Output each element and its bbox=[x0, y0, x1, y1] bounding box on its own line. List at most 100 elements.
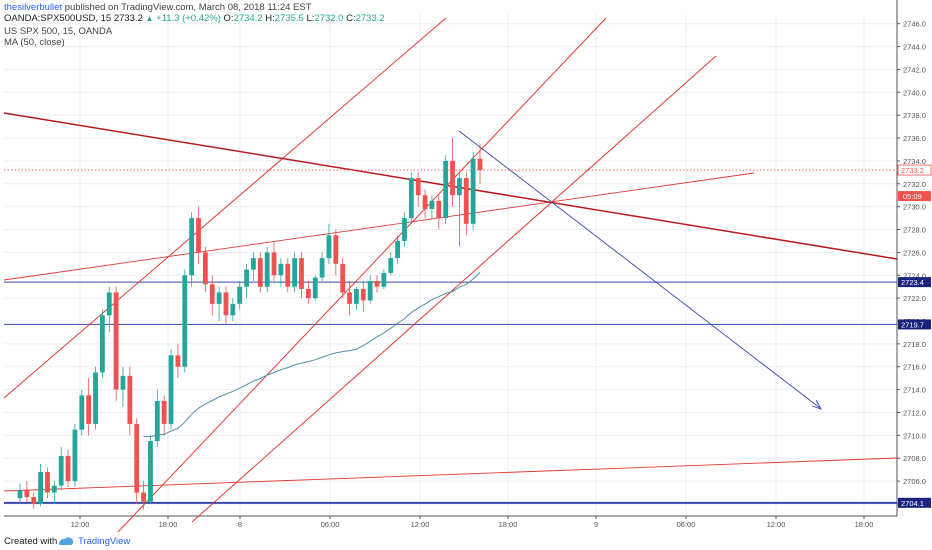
candle-up bbox=[154, 401, 160, 442]
candle-up bbox=[17, 490, 23, 499]
candle-up bbox=[251, 258, 256, 270]
candle-down bbox=[175, 355, 181, 367]
candle-up bbox=[354, 288, 359, 304]
candle-down bbox=[257, 258, 263, 287]
x-tick-label: 06:00 bbox=[677, 520, 696, 529]
candle-down bbox=[422, 195, 428, 209]
y-tick-label: 2738.0 bbox=[903, 111, 926, 120]
publish-line: thesilverbullet published on TradingView… bbox=[4, 2, 312, 14]
candle-up bbox=[244, 269, 249, 287]
level-price-tag bbox=[898, 319, 931, 330]
price-chart[interactable]: 2704.02706.02708.02710.02712.02714.02716… bbox=[0, 0, 932, 533]
y-tick-label: 2716.0 bbox=[903, 363, 926, 372]
up-arrow-icon: ▲ bbox=[145, 14, 154, 23]
y-tick-label: 2740.0 bbox=[903, 88, 926, 97]
projection-arrow bbox=[458, 130, 821, 409]
ma-legend[interactable]: MA (50, close) bbox=[4, 37, 65, 48]
candle-down bbox=[31, 497, 37, 504]
candle-down bbox=[415, 178, 421, 196]
arrow-head-icon bbox=[811, 399, 822, 410]
candle-up bbox=[99, 315, 105, 373]
candle-down bbox=[161, 401, 167, 424]
candle-down bbox=[65, 455, 71, 482]
last-price-tag bbox=[897, 164, 932, 176]
y-tick-label: 2708.0 bbox=[903, 454, 926, 463]
candle-up bbox=[230, 303, 236, 316]
last-price-text: 2733.2 bbox=[901, 166, 924, 175]
close-label: C: bbox=[346, 13, 356, 24]
channel-line bbox=[3, 17, 447, 399]
fan-line-upper bbox=[3, 172, 755, 281]
candle-down bbox=[196, 218, 201, 253]
y-tick-label: 2722.0 bbox=[903, 294, 926, 303]
y-tick-label: 2730.0 bbox=[903, 203, 926, 212]
candle-down bbox=[477, 158, 483, 171]
symbol: OANDA:SPX500USD, 15 bbox=[4, 13, 112, 24]
x-tick-label: 06:00 bbox=[321, 520, 340, 529]
x-tick-label: 18:00 bbox=[855, 520, 874, 529]
candle-up bbox=[58, 455, 64, 486]
y-tick-label: 2742.0 bbox=[903, 65, 926, 74]
close-value: 2733.2 bbox=[355, 13, 385, 24]
candle-up bbox=[388, 258, 394, 273]
y-tick-label: 2724.0 bbox=[903, 271, 926, 280]
candle-down bbox=[340, 263, 346, 293]
candle-down bbox=[374, 280, 380, 287]
instrument-legend[interactable]: US SPX 500, 15, OANDA bbox=[4, 26, 113, 37]
candle-down bbox=[333, 235, 339, 264]
x-tick-label: 12:00 bbox=[767, 520, 786, 529]
moving-average-line bbox=[143, 272, 481, 438]
low-value: 2732.0 bbox=[314, 13, 344, 24]
candle-up bbox=[381, 272, 387, 287]
candle-down bbox=[86, 395, 92, 424]
candle-down bbox=[127, 375, 133, 424]
candle-up bbox=[216, 292, 222, 304]
last-price: 2733.2 bbox=[113, 13, 143, 24]
candle-up bbox=[408, 178, 414, 219]
candle-down bbox=[360, 288, 366, 301]
y-tick-label: 2710.0 bbox=[903, 431, 926, 440]
countdown-tag bbox=[898, 191, 931, 202]
candle-down bbox=[347, 292, 352, 304]
candle-up bbox=[120, 375, 126, 390]
candle-down bbox=[436, 200, 442, 219]
candle-up bbox=[429, 200, 435, 209]
price-change: +11.3 (+0.42%) bbox=[156, 13, 221, 24]
y-tick-label: 2714.0 bbox=[903, 386, 926, 395]
tradingview-logo-icon bbox=[58, 535, 74, 549]
y-tick-label: 2746.0 bbox=[903, 20, 926, 29]
candle-up bbox=[470, 158, 476, 224]
y-tick-label: 2712.0 bbox=[903, 408, 926, 417]
candle-up bbox=[189, 218, 195, 276]
candle-up bbox=[443, 160, 449, 219]
channel-line bbox=[117, 17, 607, 533]
y-tick-label: 2744.0 bbox=[903, 43, 926, 52]
x-tick-label: 12:00 bbox=[71, 520, 90, 529]
candle-up bbox=[182, 275, 188, 367]
candle-up bbox=[72, 429, 78, 482]
created-with-text: Created with bbox=[4, 536, 58, 547]
candle-down bbox=[24, 490, 30, 498]
grid-lines bbox=[4, 14, 897, 516]
candle-down bbox=[45, 471, 50, 493]
level-price-text: 2719.7 bbox=[901, 320, 924, 329]
author-link[interactable]: thesilverbullet bbox=[4, 2, 63, 13]
open-label: O: bbox=[223, 13, 234, 24]
candle-down bbox=[113, 292, 119, 390]
candle-down bbox=[463, 178, 469, 224]
candle-up bbox=[168, 355, 174, 424]
candles bbox=[17, 138, 483, 510]
candle-down bbox=[305, 288, 311, 299]
candle-up bbox=[93, 372, 98, 424]
x-tick-label: 18:00 bbox=[159, 520, 178, 529]
candle-down bbox=[271, 252, 277, 276]
x-tick-label: 12:00 bbox=[411, 520, 430, 529]
candle-up bbox=[278, 263, 284, 276]
x-tick-label: 9 bbox=[594, 520, 598, 529]
low-label: L: bbox=[306, 13, 315, 24]
tradingview-brand[interactable]: TradingView bbox=[78, 536, 131, 547]
candle-down bbox=[202, 252, 208, 285]
y-tick-label: 2726.0 bbox=[903, 248, 926, 257]
candle-up bbox=[106, 292, 112, 316]
